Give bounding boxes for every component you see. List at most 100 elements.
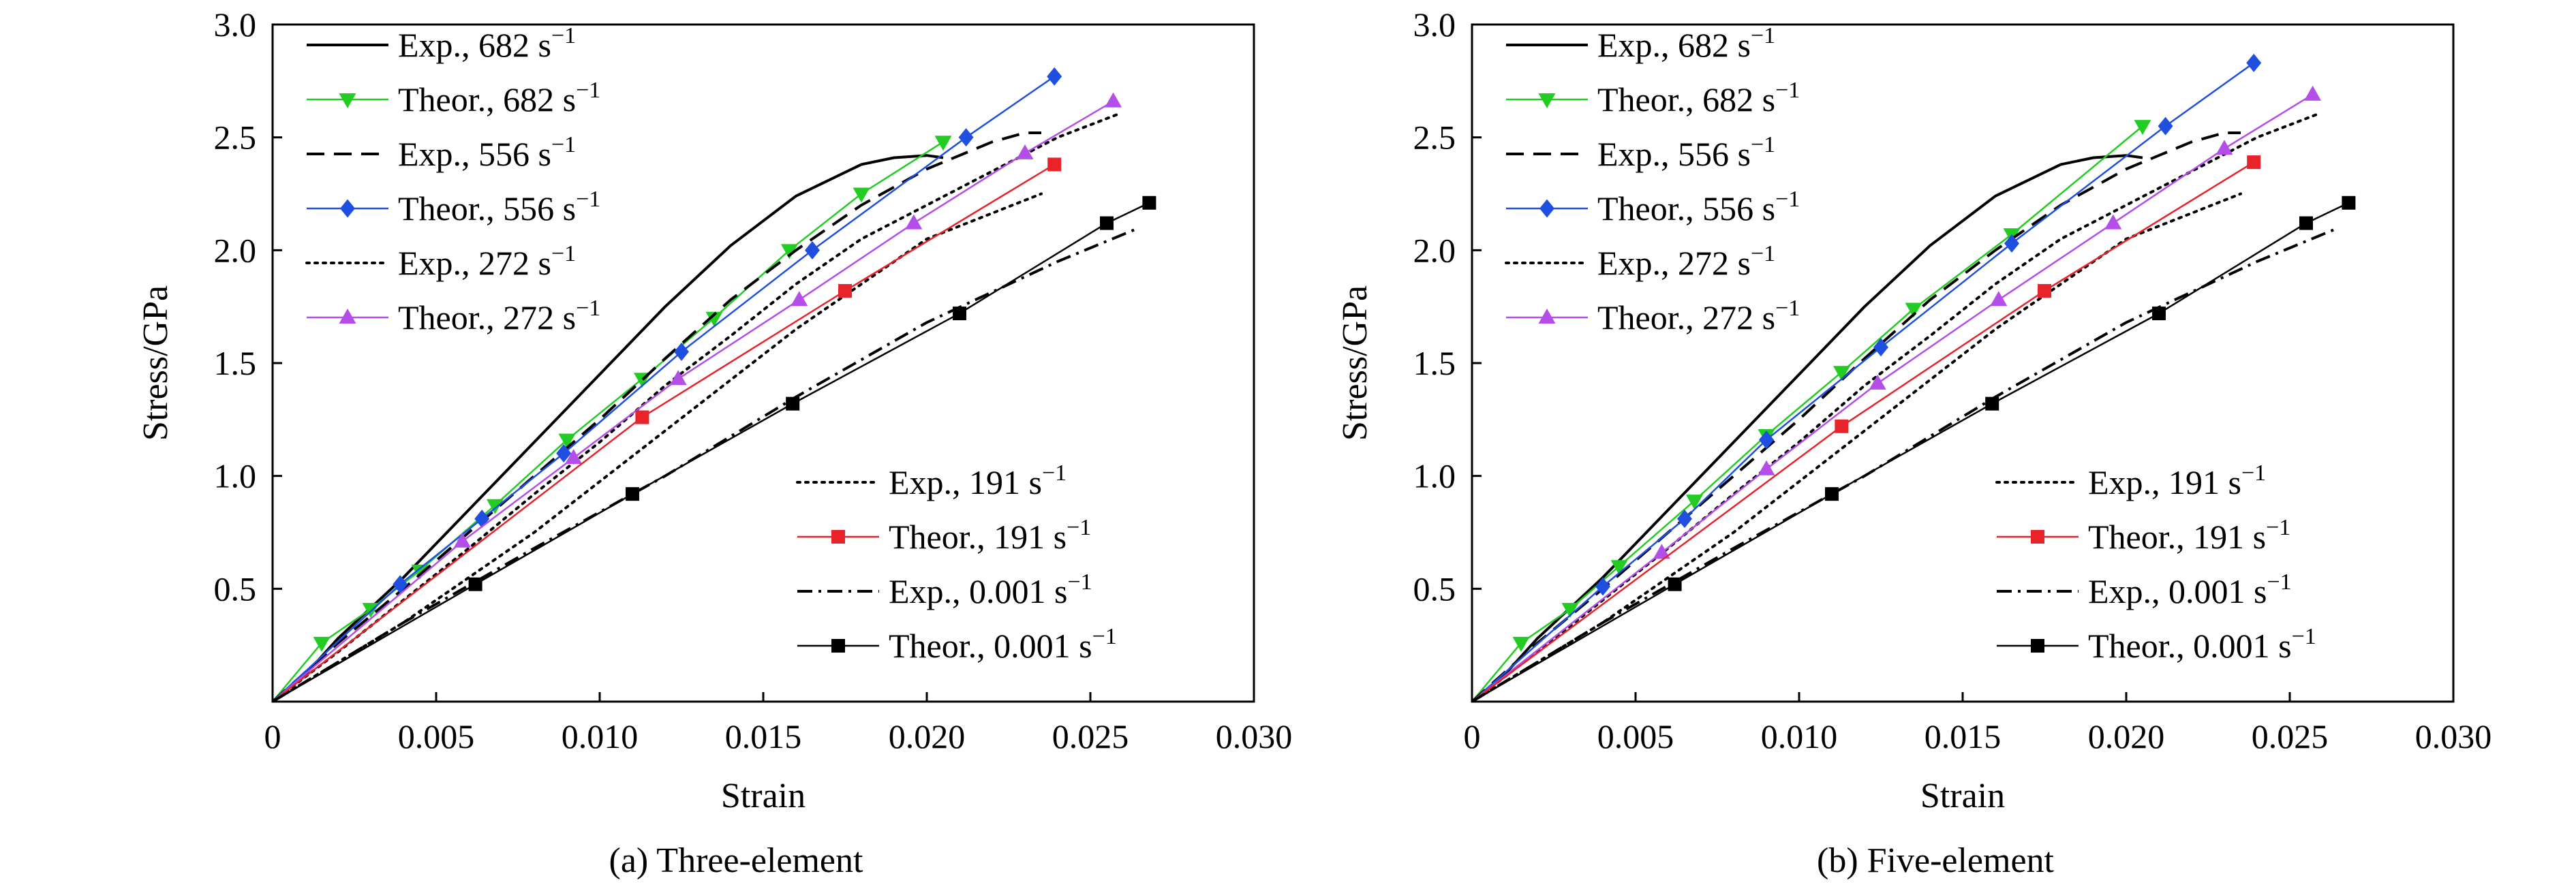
series-line-exp191	[1472, 192, 2242, 702]
series-line-exp682	[1472, 154, 2143, 702]
series-line-exp556	[1472, 131, 2241, 702]
legend-marker-th556	[1539, 199, 1554, 218]
series-line-th272	[273, 100, 1114, 702]
data-point-th682	[934, 136, 952, 151]
data-point-th272	[1758, 460, 1775, 475]
data-point-th556	[674, 342, 689, 361]
chart-a-plot: 0 0.005 0.010 0.015 0.020 0.025 0.030 0.5 1.0 1.5…	[136, 5, 1292, 815]
x-tick-label: 0.010	[1761, 717, 1838, 755]
data-point-th272	[669, 370, 687, 386]
series-line-th556	[273, 76, 1055, 702]
data-point-th682	[705, 311, 723, 327]
x-tick-label: 0.020	[2088, 717, 2165, 755]
legend-label-th682: Theor., 682 s−1	[1597, 78, 1800, 119]
legend-marker-th191	[831, 530, 845, 544]
y-tick-label: 2.5	[214, 119, 257, 157]
y-tick-label: 3.0	[214, 5, 257, 44]
data-point-th682	[1561, 603, 1579, 619]
y-tick-label: 2.5	[1413, 119, 1456, 157]
y-tick-label: 0.5	[1413, 569, 1456, 608]
data-point-th556	[1677, 510, 1692, 529]
legend-label-exp272: Exp., 272 s−1	[398, 241, 576, 282]
series-line-exp272	[273, 113, 1118, 702]
data-point-th556	[1759, 431, 1774, 450]
legend-label-exp556: Exp., 556 s−1	[398, 132, 576, 173]
legend-marker-th0001	[2031, 639, 2044, 653]
data-point-th682	[558, 433, 576, 449]
series-line-th682	[1472, 125, 2143, 702]
legend-marker-th272	[339, 309, 356, 324]
plot-frame	[271, 23, 1255, 703]
data-point-th556	[958, 128, 974, 147]
legend-label-exp191: Exp., 191 s−1	[2088, 460, 2266, 501]
legend-label-th556: Theor., 556 s−1	[398, 187, 600, 228]
data-point-th682	[411, 564, 429, 580]
legend-label-exp682: Exp., 682 s−1	[398, 23, 576, 64]
y-tick-label: 1.5	[1413, 344, 1456, 382]
x-tick-label: 0.005	[398, 717, 475, 755]
data-point-th0001	[1825, 487, 1839, 501]
data-point-th272	[453, 532, 471, 548]
legend-label-exp0001: Exp., 0.001 s−1	[2088, 569, 2292, 610]
legend-label-th556: Theor., 556 s−1	[1597, 187, 1800, 228]
y-tick-label: 2.0	[1413, 231, 1456, 269]
legend-label-th0001: Theor., 0.001 s−1	[2088, 624, 2316, 665]
legend-label-th191: Theor., 191 s−1	[889, 515, 1091, 556]
plot-frame	[1471, 23, 2455, 703]
legend-label-th191: Theor., 191 s−1	[2088, 515, 2290, 556]
series-line-th191	[273, 163, 1055, 702]
data-point-th272	[1653, 544, 1670, 559]
data-point-th0001	[2152, 307, 2166, 321]
x-tick-label: 0.025	[1052, 717, 1129, 755]
x-tick-label: 0.030	[2415, 717, 2492, 755]
y-tick-label: 3.0	[1413, 5, 1456, 44]
data-point-th0001	[1985, 396, 1999, 411]
data-point-th556	[1047, 67, 1062, 86]
x-tick-label: 0	[1464, 717, 1481, 755]
series-group	[1472, 53, 2356, 702]
data-point-th682	[1685, 495, 1703, 510]
data-point-th0001	[953, 307, 966, 321]
legend-marker-th682	[1538, 93, 1556, 108]
data-point-th272	[1869, 374, 1886, 390]
data-point-th272	[905, 214, 923, 230]
x-tick-label: 0.010	[562, 717, 639, 755]
panel-a: 0 0.005 0.010 0.015 0.020 0.025 0.030 0.5 1.0 1.5…	[136, 5, 1292, 880]
data-point-th556	[2158, 116, 2173, 136]
data-point-th556	[556, 444, 572, 463]
data-point-th272	[2104, 214, 2122, 230]
legend-marker-th0001	[831, 639, 845, 653]
legend-label-exp682: Exp., 682 s−1	[1597, 23, 1775, 64]
legend-label-exp0001: Exp., 0.001 s−1	[889, 569, 1092, 610]
data-point-th272	[565, 449, 583, 465]
data-point-th191	[635, 410, 649, 424]
data-point-th191	[838, 283, 852, 298]
data-point-th272	[2215, 140, 2233, 155]
series-line-exp191	[273, 192, 1043, 702]
x-axis-label: Strain	[721, 777, 806, 815]
legend-label-th0001: Theor., 0.001 s−1	[889, 624, 1117, 665]
x-tick-label: 0.015	[725, 717, 802, 755]
x-tick-label: 0	[264, 717, 281, 755]
x-axis-label: Strain	[1920, 777, 2005, 815]
data-point-th682	[1610, 560, 1628, 576]
legend-label-th272: Theor., 272 s−1	[1597, 296, 1800, 337]
legend-marker-th682	[339, 93, 356, 108]
data-point-th556	[2246, 53, 2262, 72]
data-point-th272	[791, 291, 808, 307]
panel-b: 0 0.005 0.010 0.015 0.020 0.025 0.030 0.5 1.0 1.5…	[1336, 5, 2491, 880]
y-tick-label: 1.0	[214, 457, 257, 495]
legend-label-exp191: Exp., 191 s−1	[889, 460, 1067, 501]
data-point-th191	[2038, 283, 2051, 298]
data-point-th556	[1873, 338, 1888, 357]
data-point-th556	[805, 240, 820, 260]
legend-label-th272: Theor., 272 s−1	[398, 296, 600, 337]
data-point-th191	[2247, 155, 2261, 170]
data-point-th272	[2304, 85, 2322, 101]
data-point-th556	[1595, 577, 1610, 596]
x-tick-label: 0.005	[1597, 717, 1674, 755]
legend-marker-th272	[1538, 309, 1556, 324]
series-line-exp0001	[273, 226, 1140, 702]
data-point-th272	[1105, 92, 1122, 108]
data-point-th682	[313, 636, 331, 652]
